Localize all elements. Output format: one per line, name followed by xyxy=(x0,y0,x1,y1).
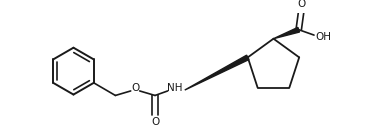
Text: NH: NH xyxy=(167,83,183,93)
Text: O: O xyxy=(151,117,159,127)
Text: O: O xyxy=(297,0,305,9)
Text: OH: OH xyxy=(315,32,331,42)
Polygon shape xyxy=(185,55,249,90)
Polygon shape xyxy=(274,27,299,39)
Text: O: O xyxy=(131,83,139,93)
